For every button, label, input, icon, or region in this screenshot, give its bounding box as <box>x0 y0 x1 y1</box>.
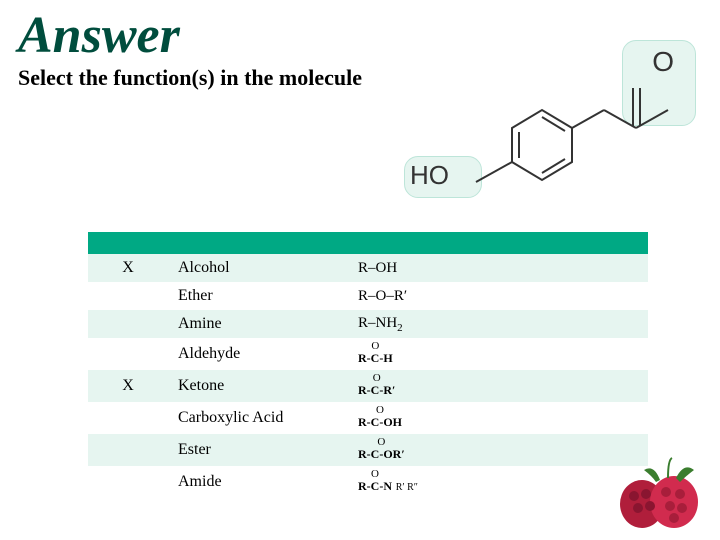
group-formula: R–O–R′ <box>348 282 648 310</box>
group-name: Amine <box>168 310 348 338</box>
group-formula: OR-C-R′ <box>348 370 648 402</box>
selected-mark: X <box>88 254 168 282</box>
group-name: Alcohol <box>168 254 348 282</box>
group-name: Ester <box>168 434 348 466</box>
table-row: Carboxylic AcidOR-C-OH <box>88 402 648 434</box>
group-name: Amide <box>168 466 348 498</box>
group-formula: R–OH <box>348 254 648 282</box>
molecule-diagram: O HO <box>392 38 702 208</box>
raspberry-image <box>602 454 712 534</box>
selected-mark <box>88 466 168 498</box>
selected-mark <box>88 434 168 466</box>
table-row: EtherR–O–R′ <box>88 282 648 310</box>
table-row: AldehydeOR-C-H <box>88 338 648 370</box>
group-formula: OR-C-OH <box>348 402 648 434</box>
table-row: XAlcoholR–OH <box>88 254 648 282</box>
functional-groups-table: XAlcoholR–OHEtherR–O–R′AmineR–NH2Aldehyd… <box>88 232 648 498</box>
group-name: Carboxylic Acid <box>168 402 348 434</box>
group-name: Ketone <box>168 370 348 402</box>
group-name: Ether <box>168 282 348 310</box>
group-formula: OR-C-H <box>348 338 648 370</box>
group-name: Aldehyde <box>168 338 348 370</box>
molecule-svg <box>392 38 702 208</box>
selected-mark: X <box>88 370 168 402</box>
selected-mark <box>88 402 168 434</box>
selected-mark <box>88 338 168 370</box>
table-row: XKetoneOR-C-R′ <box>88 370 648 402</box>
selected-mark <box>88 310 168 338</box>
group-formula: R–NH2 <box>348 310 648 338</box>
table-header <box>88 232 648 254</box>
table-row: EsterOR-C-OR′ <box>88 434 648 466</box>
selected-mark <box>88 282 168 310</box>
table-row: AmineR–NH2 <box>88 310 648 338</box>
table-row: AmideOR-C-N R′ R″ <box>88 466 648 498</box>
